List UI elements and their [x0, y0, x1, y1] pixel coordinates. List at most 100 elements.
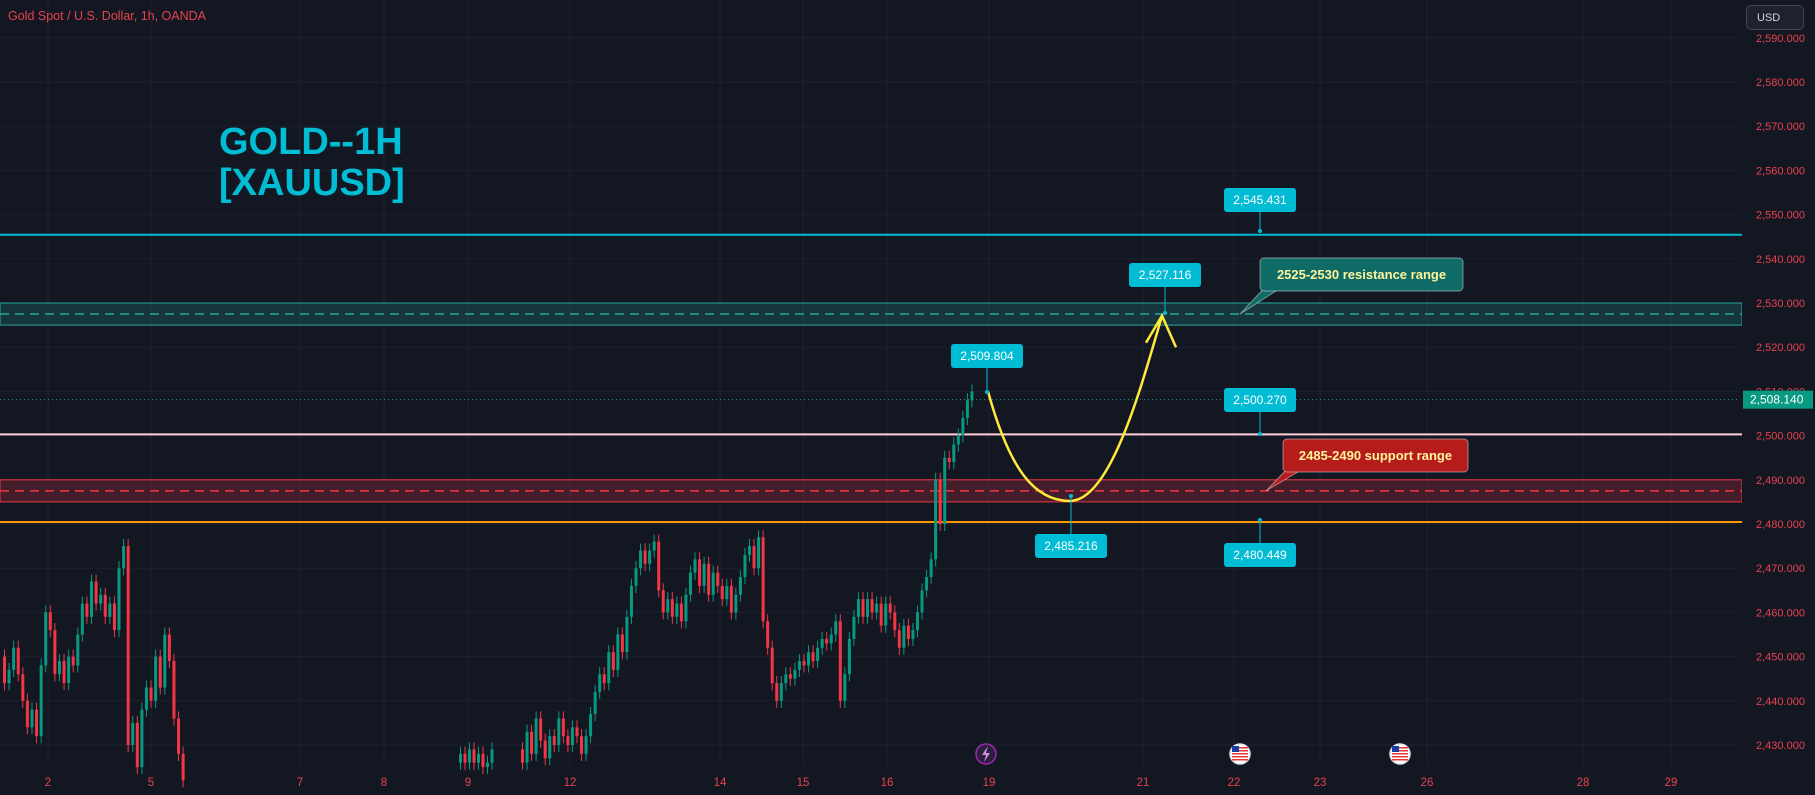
candle-body — [915, 612, 919, 631]
candle-body — [866, 599, 870, 617]
candle-body — [965, 400, 969, 418]
label-2500-dot — [1258, 432, 1262, 436]
candle-body — [639, 550, 643, 569]
candle-body — [44, 612, 48, 666]
price-tick: 2,450.000 — [1756, 652, 1805, 664]
candle-body — [856, 599, 860, 617]
candle-body — [580, 736, 584, 754]
candle-body — [48, 612, 52, 631]
candle-body — [131, 722, 135, 745]
candle-body — [766, 621, 770, 648]
candle-body — [811, 652, 815, 662]
candle-body — [729, 585, 733, 613]
candle-body — [952, 444, 956, 463]
candle-body — [906, 625, 910, 639]
time-tick: 7 — [297, 777, 303, 789]
candle-body — [607, 652, 611, 684]
candle-body — [807, 652, 811, 666]
candle-body — [468, 749, 471, 763]
candle-body — [757, 537, 761, 569]
candle-body — [575, 727, 579, 737]
label-2545: 2,545.431 — [1233, 193, 1287, 207]
candle-body — [688, 572, 692, 595]
label-2527-dot — [1163, 311, 1167, 315]
label-2480-dot — [1258, 518, 1262, 522]
price-tick: 2,530.000 — [1756, 298, 1805, 310]
resistance-callout: 2525-2530 resistance range — [1277, 267, 1446, 282]
candle-body — [711, 572, 715, 595]
candle-body — [797, 661, 801, 670]
candle-body — [648, 550, 652, 564]
candle-body — [825, 638, 829, 644]
candle-body — [25, 700, 29, 728]
price-tick: 2,470.000 — [1756, 563, 1805, 575]
label-2480-bg — [1224, 543, 1296, 567]
time-tick: 26 — [1421, 777, 1434, 789]
candle-body — [21, 674, 25, 701]
symbol-header: Gold Spot / U.S. Dollar, 1h, OANDA — [8, 9, 206, 23]
currency-button[interactable]: USD — [1746, 5, 1804, 30]
flag-stripe — [1232, 750, 1248, 752]
candle-body — [748, 546, 751, 555]
candle-body — [481, 753, 485, 768]
candle-body — [593, 691, 597, 715]
projection-arrowhead — [1144, 313, 1178, 348]
lightning-glyph — [982, 746, 990, 762]
price-tick: 2,490.000 — [1756, 475, 1805, 487]
price-tick: 2,540.000 — [1756, 254, 1805, 266]
candle-body — [802, 661, 806, 666]
flag-canton — [1232, 746, 1239, 752]
candle-body — [122, 546, 126, 569]
candle-body — [752, 546, 756, 569]
flag-stripe — [1392, 756, 1408, 758]
candle-body — [956, 435, 960, 445]
candle-body — [126, 546, 130, 745]
candle-body — [490, 749, 494, 763]
candle-body — [693, 559, 697, 573]
candle-body — [108, 603, 112, 617]
price-tick: 2,560.000 — [1756, 165, 1805, 177]
candle-body — [561, 718, 565, 737]
candle-body — [843, 674, 847, 701]
candle-body — [838, 621, 842, 701]
candle-body — [893, 612, 897, 631]
label-2509: 2,509.804 — [960, 349, 1014, 363]
candle-body — [57, 661, 61, 675]
candle-body — [820, 638, 824, 648]
candle-body — [12, 647, 16, 670]
candle-body — [702, 563, 706, 586]
candle-body — [834, 621, 838, 635]
candle-body — [775, 683, 779, 701]
time-tick: 21 — [1137, 777, 1150, 789]
time-tick: 28 — [1577, 777, 1590, 789]
candle-body — [920, 590, 924, 613]
current-price-tag-bg — [1743, 390, 1813, 409]
candle-body — [94, 581, 98, 604]
candle-body — [620, 634, 624, 653]
price-tick: 2,520.000 — [1756, 342, 1805, 354]
candle-body — [716, 572, 720, 586]
candle-body — [521, 749, 524, 763]
candle-body — [684, 594, 688, 622]
candle-body — [552, 736, 556, 745]
candle-body — [30, 709, 34, 728]
candle-body — [566, 736, 570, 745]
candle-body — [779, 683, 783, 701]
candle-body — [472, 749, 476, 763]
candle-body — [584, 736, 588, 754]
candle-body — [163, 634, 167, 688]
candle-body — [557, 718, 561, 745]
candle-body — [62, 661, 66, 684]
current-price-tag: 2,508.140 — [1750, 393, 1804, 407]
label-2485-bg — [1035, 534, 1107, 558]
candle-body — [3, 656, 6, 684]
candle-body — [657, 541, 661, 591]
candle-body — [725, 585, 729, 600]
time-tick: 14 — [714, 777, 727, 789]
candle-body — [112, 603, 116, 631]
price-tick: 2,440.000 — [1756, 696, 1805, 708]
label-2500-bg — [1224, 388, 1296, 412]
label-2527-bg — [1129, 263, 1201, 287]
candle-body — [788, 674, 792, 679]
